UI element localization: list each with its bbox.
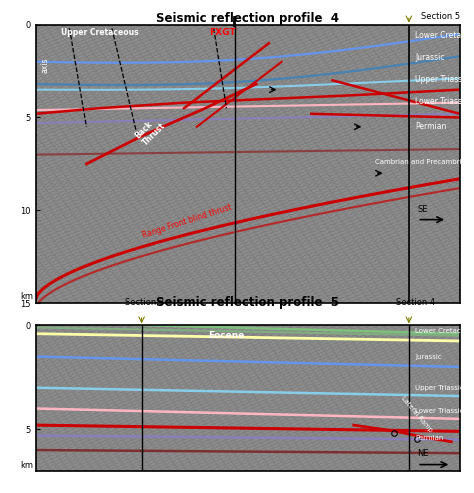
Text: Cambrian and Precambrian: Cambrian and Precambrian xyxy=(375,159,470,165)
Text: Jurassic: Jurassic xyxy=(415,353,442,359)
Text: Lower Cretaceous: Lower Cretaceous xyxy=(415,31,474,39)
Text: Lower Triassic: Lower Triassic xyxy=(415,408,464,414)
Text: axis: axis xyxy=(41,58,50,73)
Text: Section 4: Section 4 xyxy=(396,298,435,307)
Text: Lower Triassic: Lower Triassic xyxy=(415,98,469,106)
Title: Seismic reflection profile  5: Seismic reflection profile 5 xyxy=(156,296,339,309)
Text: Lateral Ramp: Lateral Ramp xyxy=(401,395,434,433)
Text: Section 3: Section 3 xyxy=(125,298,164,307)
Text: Permian: Permian xyxy=(415,122,447,131)
Title: Seismic reflection profile  4: Seismic reflection profile 4 xyxy=(156,12,339,25)
Text: SE: SE xyxy=(417,205,428,214)
Text: Upper Triassic: Upper Triassic xyxy=(415,385,464,391)
Text: Lower Cretaceous: Lower Cretaceous xyxy=(415,328,474,334)
Text: FXGT: FXGT xyxy=(210,28,236,37)
Text: km: km xyxy=(20,460,34,470)
Text: Upper Cretaceous: Upper Cretaceous xyxy=(61,28,138,37)
Text: Permian: Permian xyxy=(415,435,444,441)
Text: Upper Triassic: Upper Triassic xyxy=(415,75,469,84)
Text: Jurassic: Jurassic xyxy=(415,53,445,62)
Text: Range Front blind thrust: Range Front blind thrust xyxy=(142,203,233,240)
Text: Back
Thrust: Back Thrust xyxy=(133,114,167,147)
Text: km: km xyxy=(20,292,34,302)
Text: NE: NE xyxy=(417,449,429,458)
Text: Eocene: Eocene xyxy=(208,331,245,340)
Text: Section 5: Section 5 xyxy=(421,12,460,21)
